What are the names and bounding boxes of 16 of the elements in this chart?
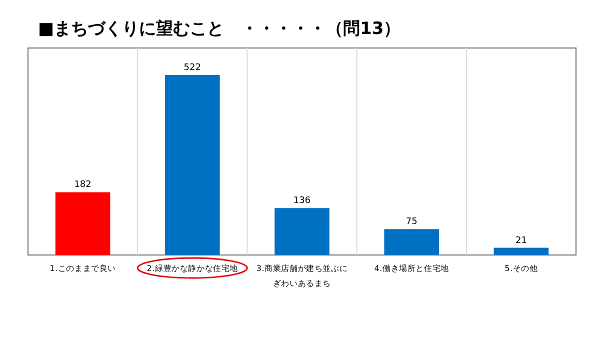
chart-title: ■まちづくりに望むこと ・・・・・（問13） xyxy=(38,19,401,39)
x-tick-label: 1.このままで良い xyxy=(50,264,116,273)
bar xyxy=(274,208,330,255)
bar xyxy=(384,229,439,255)
data-label: 75 xyxy=(406,217,418,228)
data-label: 21 xyxy=(515,236,527,246)
data-label: 522 xyxy=(184,63,201,73)
bar xyxy=(494,248,549,255)
bar xyxy=(165,75,220,255)
x-tick-label: 4.働き場所と住宅地 xyxy=(374,264,449,273)
data-label: 136 xyxy=(293,196,311,206)
x-tick-label: 2.緑豊かな静かな住宅地 xyxy=(146,264,238,273)
x-tick-label: 5.その他 xyxy=(504,264,538,273)
x-tick-label: 3.商業店舗が建ち並ぶにぎわいあるまち xyxy=(256,264,348,288)
bar xyxy=(55,192,110,255)
data-label: 182 xyxy=(74,180,92,190)
